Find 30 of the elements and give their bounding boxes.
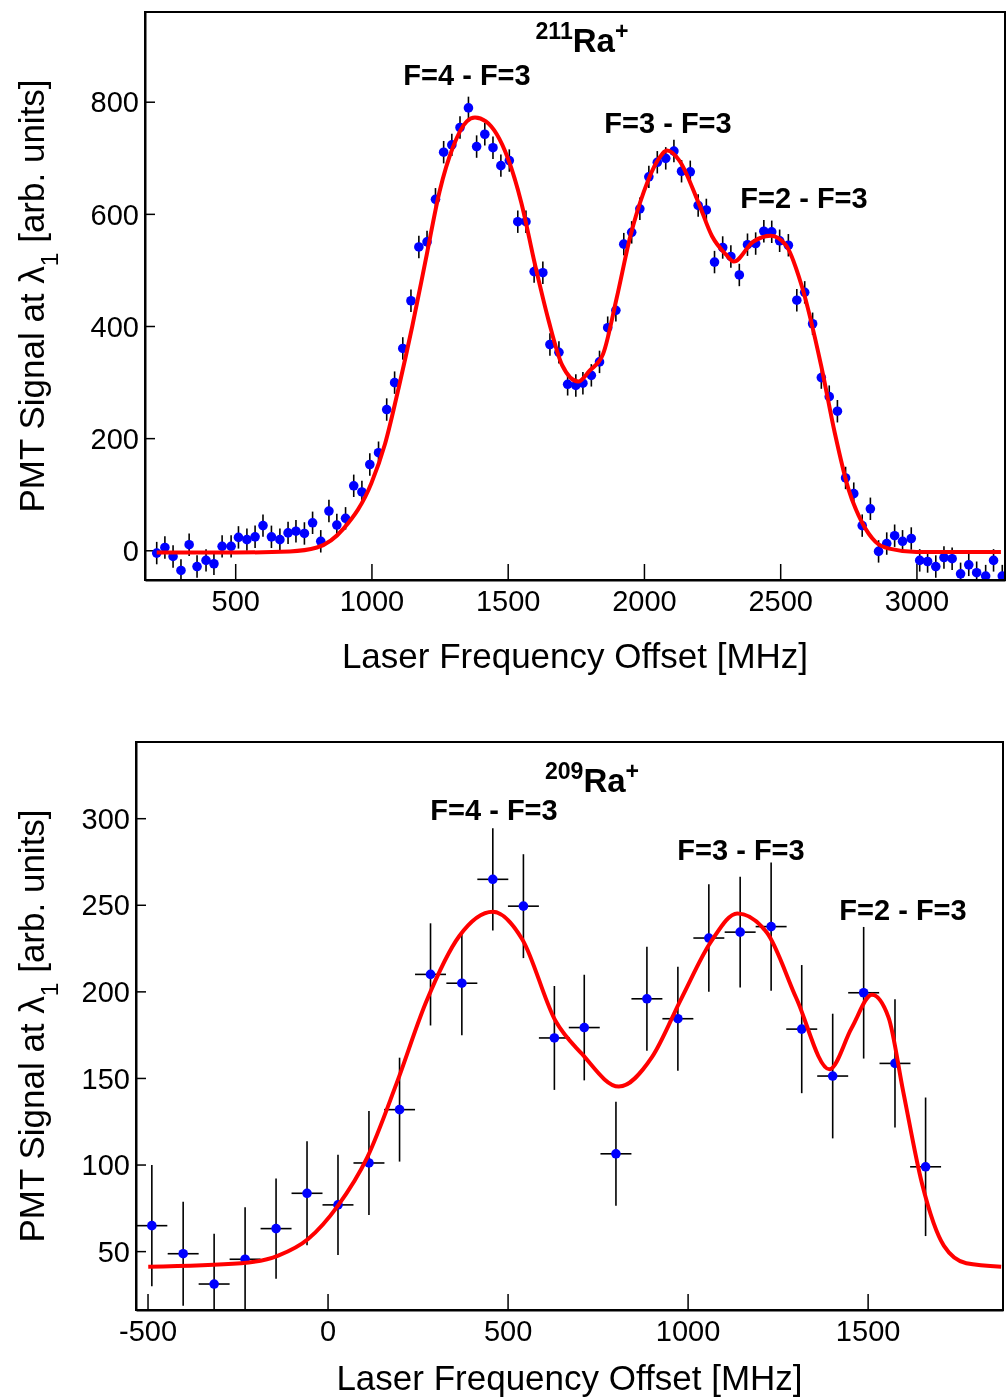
x-tick-label: 500 [211, 584, 260, 617]
annotation: F=3 - F=3 [604, 107, 732, 139]
y-tick-label: 200 [81, 976, 130, 1009]
x-tick-label: 1500 [835, 1314, 901, 1347]
y-tick-label: 100 [81, 1149, 130, 1182]
x-tick-label: 500 [483, 1314, 533, 1347]
x-tick-label: 2500 [748, 584, 813, 617]
y-tick-label: 800 [90, 86, 139, 119]
x-axis-title: Laser Frequency Offset [MHz] [341, 636, 809, 675]
x-tick-label: 3000 [884, 584, 950, 617]
x-tick-label: -500 [119, 1314, 178, 1347]
x-tick-label: 1000 [339, 584, 405, 617]
x-tick-label: 1000 [655, 1314, 721, 1347]
chart-title: $^{211}$Ra$^{+}$ [535, 18, 629, 59]
y-tick-label: 50 [97, 1235, 130, 1268]
y-tick-label: 0 [122, 534, 139, 567]
annotation: F=2 - F=3 [740, 182, 868, 214]
x-tick-label: 0 [319, 1314, 337, 1347]
y-tick-label: 400 [90, 310, 139, 343]
annotation: F=2 - F=3 [839, 894, 967, 926]
y-tick-label: 150 [81, 1062, 130, 1095]
annotation: F=3 - F=3 [677, 834, 805, 866]
x-tick-label: 2000 [612, 584, 677, 617]
annotation: F=4 - F=3 [403, 59, 531, 91]
y-tick-label: 300 [81, 802, 130, 835]
x-axis-title: Laser Frequency Offset [MHz] [336, 1358, 803, 1397]
y-tick-label: 600 [90, 198, 139, 231]
x-tick-label: 1500 [475, 584, 541, 617]
y-tick-label: 200 [90, 422, 139, 455]
y-tick-label: 250 [81, 889, 130, 922]
